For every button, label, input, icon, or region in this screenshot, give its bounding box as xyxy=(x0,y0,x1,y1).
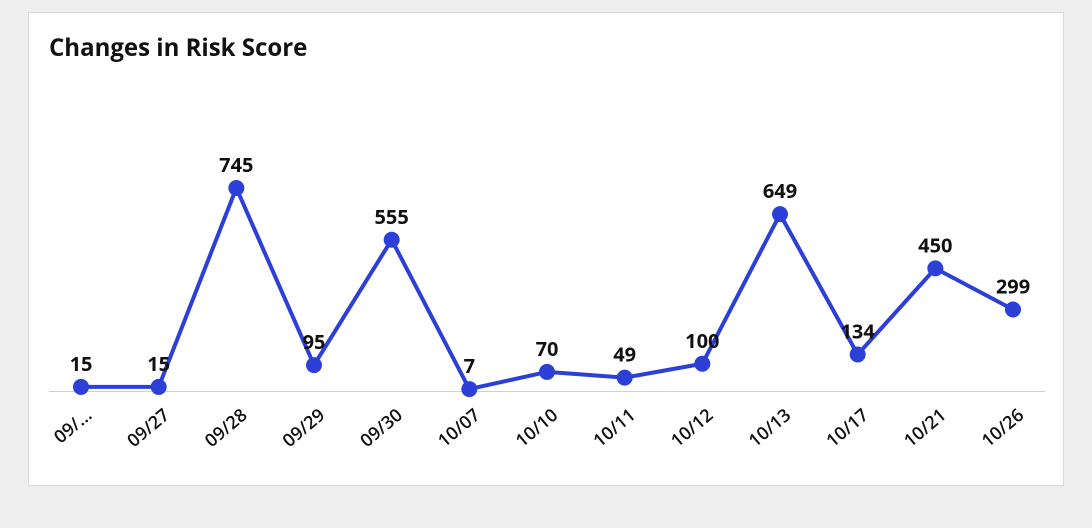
chart-card: Changes in Risk Score 1509/...1509/27745… xyxy=(28,12,1064,486)
data-point xyxy=(306,357,322,373)
x-axis-label: 10/26 xyxy=(977,403,1029,452)
x-axis-label: 10/21 xyxy=(899,403,951,452)
x-axis-label: 10/10 xyxy=(511,403,563,452)
data-point xyxy=(151,379,167,395)
value-label: 649 xyxy=(763,177,797,204)
data-point xyxy=(850,346,866,362)
x-axis-label: 10/12 xyxy=(666,403,718,452)
x-axis-label: 10/11 xyxy=(588,403,640,452)
value-label: 100 xyxy=(685,327,719,354)
value-label: 49 xyxy=(613,341,636,368)
x-axis-label: 09/... xyxy=(49,403,97,449)
x-axis-label: 10/13 xyxy=(744,403,796,452)
value-label: 15 xyxy=(147,350,170,377)
x-axis-label: 09/29 xyxy=(278,403,330,452)
data-point xyxy=(384,232,400,248)
data-point xyxy=(73,379,89,395)
data-point xyxy=(694,356,710,372)
chart-title: Changes in Risk Score xyxy=(49,31,307,64)
data-point xyxy=(617,370,633,386)
x-axis-label: 09/28 xyxy=(200,403,252,452)
x-axis-label: 10/07 xyxy=(433,403,485,452)
value-label: 95 xyxy=(303,328,326,355)
x-axis-label: 09/27 xyxy=(122,403,174,452)
value-label: 70 xyxy=(536,335,559,362)
value-label: 450 xyxy=(918,231,952,258)
data-point xyxy=(461,381,477,397)
value-label: 134 xyxy=(841,317,876,344)
data-point xyxy=(1005,302,1021,318)
value-label: 745 xyxy=(219,151,253,178)
data-point xyxy=(228,180,244,196)
value-label: 15 xyxy=(70,350,93,377)
data-point xyxy=(927,260,943,276)
data-point xyxy=(539,364,555,380)
x-axis-label: 10/17 xyxy=(821,403,873,452)
value-label: 555 xyxy=(375,203,409,230)
line-chart: 15 09/... 15 09/27 745 09/28 95 09/29 555 09/30 7 1… xyxy=(49,103,1045,463)
x-axis-label: 09/30 xyxy=(355,403,407,452)
value-label: 299 xyxy=(996,273,1030,300)
value-label: 7 xyxy=(464,352,475,379)
data-point xyxy=(772,206,788,222)
